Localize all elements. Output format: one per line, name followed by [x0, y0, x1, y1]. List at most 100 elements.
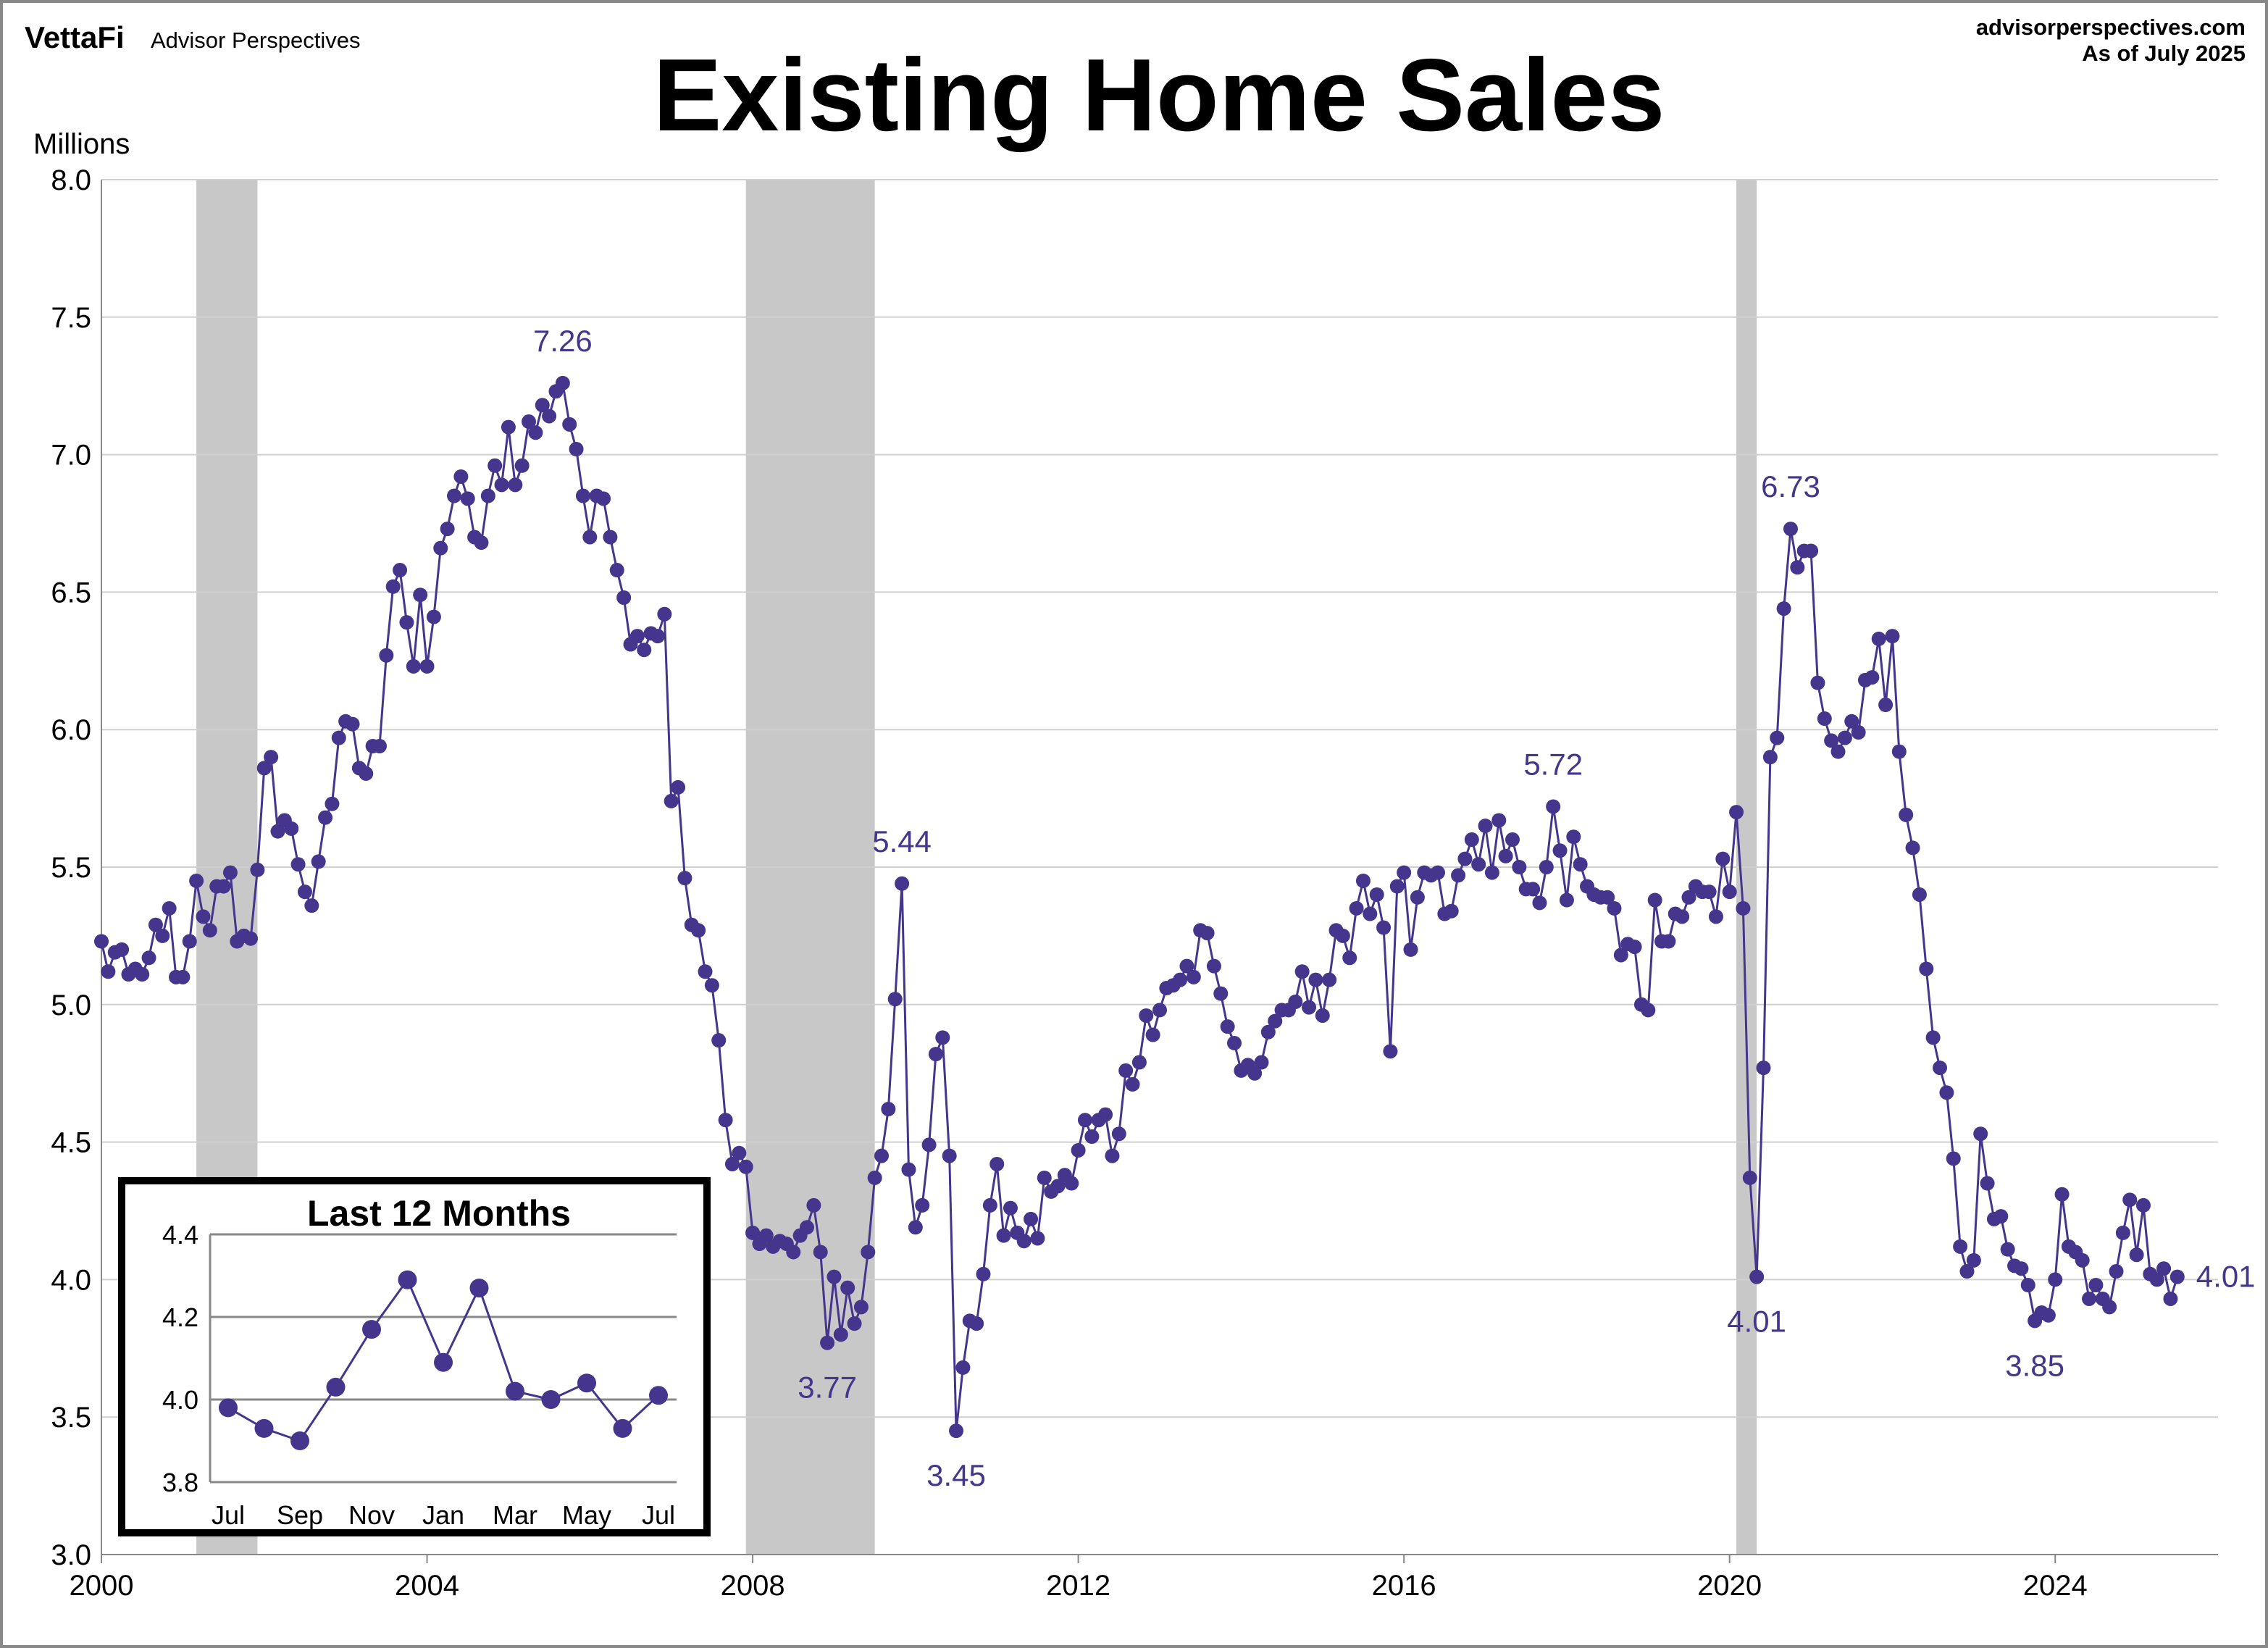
data-point [2115, 1225, 2130, 1240]
y-tick-label: 5.5 [51, 852, 91, 884]
data-point [385, 579, 401, 594]
data-point [928, 1047, 943, 1062]
data-point [1389, 879, 1405, 894]
data-point [1600, 890, 1615, 905]
data-point [311, 854, 326, 869]
data-point [1552, 843, 1568, 858]
data-point [908, 1220, 923, 1235]
data-point [1383, 1044, 1398, 1059]
data-point [2122, 1192, 2138, 1208]
data-point [1681, 890, 1696, 905]
data-point [399, 615, 414, 630]
data-point [135, 967, 150, 982]
data-label: 7.26 [533, 324, 593, 358]
data-point [141, 950, 156, 966]
y-tick-label: 3.0 [51, 1539, 91, 1571]
data-point [833, 1327, 848, 1342]
data-point [2169, 1269, 2185, 1284]
inset-data-point [649, 1386, 668, 1405]
data-point [1200, 926, 1215, 941]
x-tick-label: 2020 [1697, 1570, 1762, 1602]
data-point [664, 793, 679, 808]
data-point [270, 824, 285, 839]
data-point [1573, 857, 1588, 872]
vettafi-logo: VettaFi [25, 20, 125, 54]
data-point [1376, 920, 1392, 935]
data-point [637, 643, 652, 658]
data-point [2020, 1277, 2035, 1292]
data-point [596, 491, 611, 506]
inset-y-tick-label: 4.0 [162, 1385, 198, 1415]
data-point [162, 900, 177, 916]
data-point [522, 414, 537, 430]
data-point [2000, 1242, 2015, 1257]
data-point [861, 1245, 876, 1260]
inset-box [118, 1177, 711, 1536]
data-point [1546, 799, 1561, 814]
inset-data-point [469, 1279, 489, 1298]
inset-x-tick-label: Nov [348, 1500, 395, 1530]
data-point [982, 1197, 997, 1213]
inset-data-point [290, 1431, 309, 1450]
data-point [677, 871, 692, 886]
data-point [1077, 1113, 1092, 1128]
data-point [1498, 848, 1513, 863]
data-label: 5.72 [1523, 747, 1583, 781]
data-point [562, 417, 577, 432]
data-point [2163, 1291, 2178, 1306]
y-tick-label: 3.5 [51, 1402, 91, 1434]
data-point [1912, 887, 1927, 902]
data-point [1288, 995, 1303, 1010]
data-point [732, 1145, 747, 1160]
data-point [2088, 1277, 2104, 1292]
data-point [969, 1316, 984, 1331]
data-point [1729, 805, 1744, 820]
data-point [1837, 730, 1852, 745]
data-point [1878, 698, 1894, 713]
data-point [813, 1245, 828, 1260]
data-point [2135, 1197, 2151, 1213]
data-point [1179, 958, 1194, 974]
data-point [1817, 711, 1832, 727]
data-point [216, 879, 231, 894]
data-point [2075, 1252, 2090, 1268]
data-point [1342, 950, 1357, 966]
data-point [1478, 819, 1493, 834]
y-axis-label: Millions [33, 128, 130, 160]
data-point [189, 873, 204, 888]
data-point [1206, 958, 1221, 974]
inset-data-point [541, 1390, 561, 1409]
data-point [800, 1220, 814, 1235]
data-point [1505, 832, 1520, 848]
inset-data-point [326, 1377, 346, 1397]
data-point [1946, 1151, 1961, 1166]
data-point [243, 931, 259, 946]
x-tick-label: 2016 [1372, 1570, 1436, 1602]
y-tick-label: 4.5 [51, 1127, 91, 1159]
data-point [1526, 882, 1541, 897]
data-point [1613, 948, 1628, 963]
data-point [1749, 1269, 1765, 1284]
data-point [453, 469, 469, 484]
data-point [501, 419, 516, 435]
data-point [1139, 1008, 1154, 1023]
data-label: 4.01 [1727, 1305, 1786, 1339]
inset-title: Last 12 Months [307, 1193, 571, 1234]
data-point [1037, 1170, 1052, 1185]
data-point [1227, 1035, 1242, 1050]
data-point [1322, 972, 1337, 987]
data-point [1403, 942, 1418, 957]
data-point [582, 530, 598, 545]
data-point [250, 862, 265, 877]
data-point [1675, 909, 1690, 924]
data-point [1993, 1209, 2009, 1224]
data-point [1335, 928, 1350, 943]
data-point [2102, 1300, 2117, 1315]
data-point [575, 488, 590, 503]
data-point [413, 587, 428, 603]
data-point [1647, 892, 1662, 908]
data-point [94, 934, 109, 949]
inset-x-tick-label: Jul [212, 1500, 245, 1530]
data-point [671, 779, 686, 795]
